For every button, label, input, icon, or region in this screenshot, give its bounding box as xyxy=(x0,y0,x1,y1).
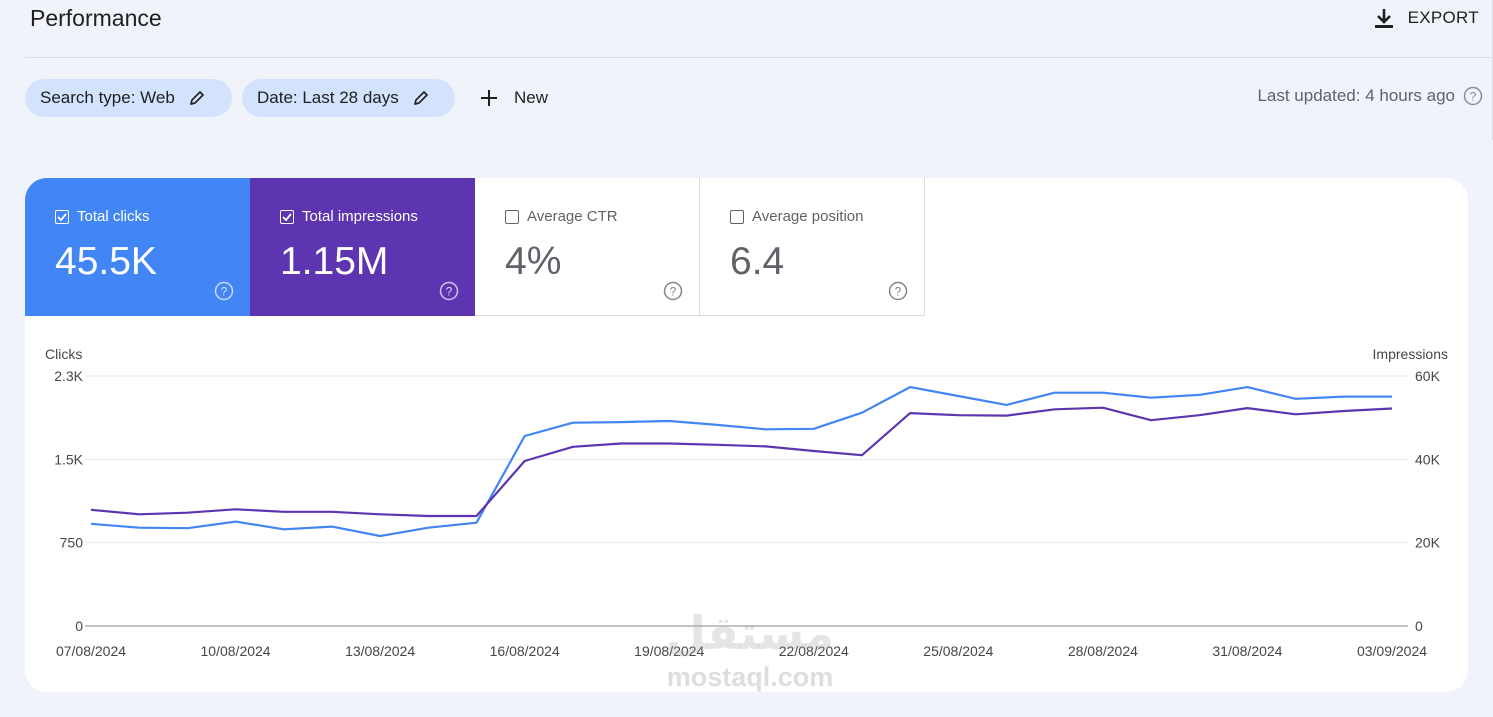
x-tick-label: 25/08/2024 xyxy=(923,643,993,659)
y-tick-label-right: 0 xyxy=(1415,618,1423,634)
metric-label: Average CTR xyxy=(527,208,618,225)
y-tick-label-right: 20K xyxy=(1415,535,1441,551)
metric-value: 45.5K xyxy=(55,240,157,283)
checkbox-icon[interactable] xyxy=(280,209,294,224)
svg-text:?: ? xyxy=(221,285,228,299)
last-updated: Last updated: 4 hours ago ? xyxy=(1257,86,1483,106)
checkbox-icon[interactable] xyxy=(55,209,69,224)
x-tick-label: 13/08/2024 xyxy=(345,643,415,659)
new-filter-button[interactable]: New xyxy=(478,79,548,117)
metric-value: 6.4 xyxy=(730,240,785,283)
x-tick-label: 28/08/2024 xyxy=(1068,643,1138,659)
page-title: Performance xyxy=(30,5,162,31)
series-line-total-impressions xyxy=(90,406,1393,518)
new-label: New xyxy=(514,88,549,107)
y-tick-label-left: 1.5K xyxy=(54,451,83,467)
help-icon[interactable]: ? xyxy=(888,281,908,301)
help-icon[interactable]: ? xyxy=(439,281,459,301)
x-tick-label: 22/08/2024 xyxy=(779,643,849,659)
svg-text:?: ? xyxy=(895,285,902,299)
plus-icon xyxy=(481,90,497,106)
metric-label: Average position xyxy=(752,208,864,225)
metric-header: Total impressions xyxy=(280,208,418,225)
y-tick-label-left: 0 xyxy=(75,618,83,634)
date-label: Date: Last 28 days xyxy=(257,88,399,107)
download-icon xyxy=(1374,9,1393,28)
metric-value: 1.15M xyxy=(280,240,389,283)
page-header: Performance EXPORT xyxy=(0,0,1493,57)
last-updated-text: Last updated: 4 hours ago xyxy=(1257,86,1455,105)
svg-text:?: ? xyxy=(446,285,453,299)
checkbox-icon[interactable] xyxy=(505,209,519,224)
y-axis-title-left: Clicks xyxy=(45,346,82,362)
checkbox-icon[interactable] xyxy=(730,209,744,224)
y-tick-label-right: 60K xyxy=(1415,368,1441,384)
svg-text:?: ? xyxy=(670,285,677,299)
svg-text:?: ? xyxy=(1470,90,1477,104)
metric-header: Average position xyxy=(730,208,863,225)
x-tick-label: 10/08/2024 xyxy=(201,643,271,659)
metric-header: Average CTR xyxy=(505,208,618,225)
y-tick-label-right: 40K xyxy=(1415,451,1441,467)
x-tick-label: 31/08/2024 xyxy=(1212,643,1282,659)
metric-total-impressions[interactable]: Total impressions 1.15M ? xyxy=(250,178,475,316)
performance-chart[interactable]: 0 0 750 20K 1.5K 40K 2.3K 60K Clicks Impressions 0… xyxy=(25,178,1468,692)
metric-average-position[interactable]: Average position 6.4 ? xyxy=(700,178,925,316)
x-tick-label: 16/08/2024 xyxy=(490,643,560,659)
help-icon[interactable]: ? xyxy=(214,281,234,301)
series-line-total-clicks xyxy=(90,386,1392,538)
metric-label: Total impressions xyxy=(302,208,418,225)
metric-label: Total clicks xyxy=(77,208,150,225)
y-axis-title-right: Impressions xyxy=(1373,346,1448,362)
search-type-label: Search type: Web xyxy=(40,88,175,107)
y-tick-label-left: 750 xyxy=(60,535,84,551)
export-button[interactable]: EXPORT xyxy=(1374,4,1479,32)
x-tick-label: 03/09/2024 xyxy=(1357,643,1427,659)
metric-header: Total clicks xyxy=(55,208,150,225)
help-icon[interactable]: ? xyxy=(1463,86,1483,106)
search-type-chip[interactable]: Search type: Web xyxy=(25,79,232,117)
pencil-icon xyxy=(413,91,428,105)
header-divider xyxy=(25,57,1493,58)
export-label: EXPORT xyxy=(1407,8,1479,27)
metric-total-clicks[interactable]: Total clicks 45.5K ? xyxy=(25,178,250,316)
metric-value: 4% xyxy=(505,240,562,283)
help-icon[interactable]: ? xyxy=(663,281,683,301)
y-tick-label-left: 2.3K xyxy=(54,368,83,384)
x-tick-label: 19/08/2024 xyxy=(634,643,704,659)
performance-card: Total clicks 45.5K ? Total impressions 1… xyxy=(25,178,1468,692)
pencil-icon xyxy=(190,91,204,105)
date-chip[interactable]: Date: Last 28 days xyxy=(242,79,455,117)
x-tick-label: 07/08/2024 xyxy=(56,643,126,659)
metric-average-ctr[interactable]: Average CTR 4% ? xyxy=(475,178,700,316)
